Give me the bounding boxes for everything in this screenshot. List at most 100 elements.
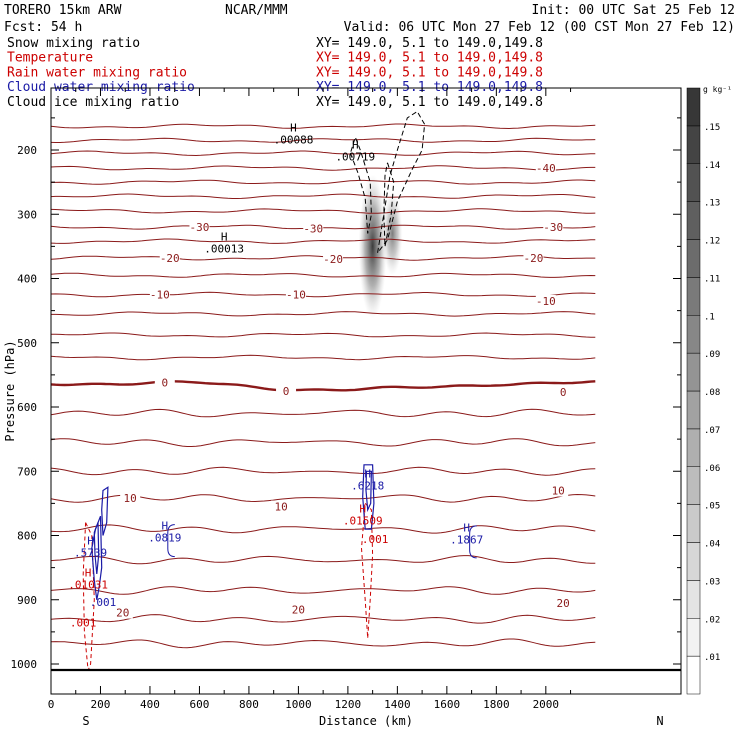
x-axis: 0 200 400 600 800 1000 1200 1400 1600 1800 2000 bbox=[48, 88, 572, 711]
x-tick-label: 1200 bbox=[335, 698, 362, 711]
valid-time: Valid: 06 UTC Mon 27 Feb 12 (00 CST Mon … bbox=[344, 20, 735, 35]
y-tick-label: 200 bbox=[17, 144, 37, 157]
cloud-water-maximum-value: .0819 bbox=[148, 532, 181, 545]
x-tick-label: 0 bbox=[48, 698, 55, 711]
colorbar-segment bbox=[686, 580, 701, 619]
isotherm-label: -20 bbox=[160, 252, 180, 265]
ice-maximum-value: .00719 bbox=[335, 151, 375, 164]
legend-row-xy: XY= 149.0, 5.1 to 149.0,149.8 bbox=[316, 95, 543, 110]
cloud-water-maximum-h: H bbox=[463, 522, 470, 535]
colorbar-segment bbox=[686, 201, 701, 240]
isotherm-label: 10 bbox=[124, 492, 137, 505]
isotherm-label: 10 bbox=[274, 501, 287, 514]
x-tick-label: 200 bbox=[91, 698, 111, 711]
south-end-label: S bbox=[82, 714, 89, 728]
y-tick-label: 1000 bbox=[11, 658, 38, 671]
colorbar-segment bbox=[686, 315, 701, 354]
isotherm-label-bg bbox=[543, 221, 564, 234]
isotherm-label: -20 bbox=[524, 252, 544, 265]
isotherm-label-bg bbox=[535, 161, 556, 174]
colorbar-unit: g kg⁻¹ bbox=[703, 85, 732, 94]
isotherm-label: 20 bbox=[292, 603, 305, 616]
cloud-water-contour bbox=[101, 486, 109, 536]
x-tick-label: 2000 bbox=[533, 698, 560, 711]
colorbar-label: .03 bbox=[704, 577, 720, 587]
x-tick-label: 1000 bbox=[285, 698, 312, 711]
y-tick-label: 300 bbox=[17, 208, 37, 221]
ice-contour bbox=[349, 135, 372, 234]
isotherm-label-bg bbox=[553, 386, 574, 399]
isotherm-line bbox=[51, 408, 596, 418]
isotherm-line bbox=[51, 614, 596, 624]
isotherm-label: -30 bbox=[303, 222, 323, 235]
cloud-water-small-contour bbox=[167, 524, 175, 558]
isotherm-label-bg bbox=[285, 288, 306, 301]
colorbar-segment bbox=[686, 87, 701, 127]
cloud-water-maximum-value: .5739 bbox=[74, 546, 107, 559]
field-legend: Snow mixing ratio XY= 149.0, 5.1 to 149.0… bbox=[7, 36, 543, 110]
isotherm-line bbox=[51, 123, 596, 130]
y-axis-label: Pressure (hPa) bbox=[3, 340, 17, 441]
isotherm-line bbox=[51, 208, 596, 214]
cloud-water-maximum-value: .6218 bbox=[351, 480, 384, 493]
colorbar-label: .13 bbox=[704, 199, 720, 209]
init-time: Init: 00 UTC Sat 25 Feb 12 bbox=[532, 3, 736, 18]
isotherm-label-bg bbox=[271, 500, 292, 513]
rain-maximum-value: .01509 bbox=[343, 514, 383, 527]
plot-frame bbox=[50, 87, 682, 695]
isotherm-label-bg bbox=[553, 596, 574, 609]
isotherm-label-bg bbox=[548, 484, 569, 497]
isotherm-label: -10 bbox=[536, 295, 556, 308]
legend-row-name: Snow mixing ratio bbox=[7, 36, 140, 51]
ice-contour bbox=[383, 162, 395, 247]
isotherm-line bbox=[51, 466, 596, 476]
colorbar-label: .14 bbox=[704, 161, 720, 171]
colorbar-segment bbox=[686, 163, 701, 202]
legend-row-xy: XY= 149.0, 5.1 to 149.0,149.8 bbox=[316, 65, 543, 80]
isotherm-line bbox=[51, 238, 596, 244]
isotherm-line bbox=[51, 555, 596, 565]
isotherm-label-bg bbox=[288, 603, 309, 616]
cloud-water-contours bbox=[91, 464, 477, 600]
isotherm-label: 20 bbox=[557, 597, 570, 610]
isotherm-zero bbox=[51, 380, 596, 392]
colorbar-label: .1 bbox=[704, 312, 715, 322]
colorbar-label: .12 bbox=[704, 237, 720, 247]
forecast-hour: Fcst: 54 h bbox=[4, 20, 82, 35]
colorbar-label: .04 bbox=[704, 540, 720, 550]
rain-maximum-value: .01031 bbox=[68, 579, 108, 592]
ice-maximum-h: H bbox=[352, 139, 359, 152]
isotherm-label-bg bbox=[149, 288, 170, 301]
rain-contour-label: .001 bbox=[70, 617, 97, 630]
isotherm-line bbox=[51, 179, 596, 185]
colorbar-segment bbox=[686, 542, 701, 581]
isotherm-line bbox=[51, 586, 596, 595]
x-tick-label: 1400 bbox=[384, 698, 411, 711]
colorbar-label: .06 bbox=[704, 464, 720, 474]
cloud-water-contour bbox=[91, 515, 103, 600]
isotherm-label: -30 bbox=[543, 221, 563, 234]
x-tick-label: 600 bbox=[190, 698, 210, 711]
isotherm-label-bg bbox=[154, 376, 175, 389]
colorbar-label: .05 bbox=[704, 502, 720, 512]
legend-row-name: Cloud ice mixing ratio bbox=[7, 95, 179, 110]
colorbar-segment bbox=[686, 466, 701, 505]
isotherm-line bbox=[51, 332, 596, 338]
colorbar-label: .07 bbox=[704, 426, 720, 436]
contour-labels: -40 -30 -30 -30 -20 -20 -20 -10 -10 -10 0 0 0 10 10 10 2… bbox=[68, 121, 574, 630]
ice-maximum-value: .00088 bbox=[274, 133, 314, 146]
isotherm-label: 0 bbox=[283, 385, 290, 398]
cloud-water-contour bbox=[362, 464, 375, 530]
isotherm-line bbox=[51, 272, 596, 278]
isotherm-label: 0 bbox=[560, 386, 567, 399]
colorbar-segment bbox=[686, 390, 701, 430]
y-tick-label: 500 bbox=[17, 337, 37, 350]
isotherm-label-bg bbox=[323, 253, 344, 266]
ice-maximum-h: H bbox=[221, 231, 228, 244]
isotherm-line bbox=[51, 150, 596, 157]
ice-maximum-value: .00013 bbox=[204, 243, 244, 256]
rain-maximum-h: H bbox=[85, 567, 92, 580]
isotherm-line bbox=[51, 193, 596, 199]
